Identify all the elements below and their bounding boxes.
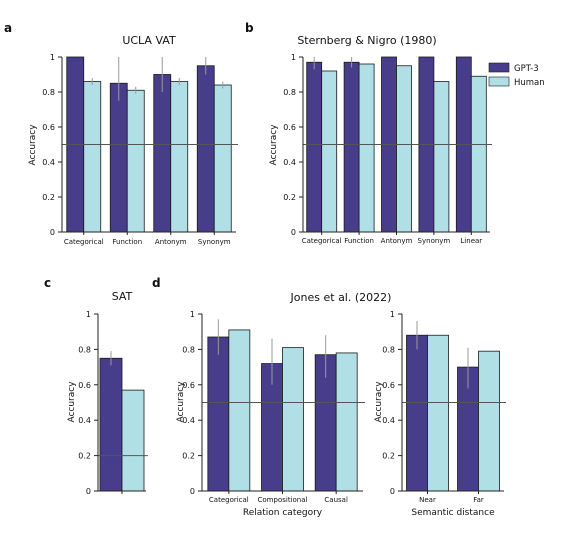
y-tick-label: 0 — [390, 487, 395, 496]
x-tick-label: Far — [473, 496, 484, 504]
y-tick-label: 1 — [190, 310, 195, 319]
chart-title: UCLA VAT — [122, 34, 176, 47]
x-tick-label: Categorical — [209, 496, 249, 504]
bar-gpt3-2 — [153, 74, 172, 233]
chart-title: SAT — [112, 290, 133, 303]
chart-panel-b: b Sternberg & Nigro (1980) 0 0.2 0.4 0.6 0.8 1 A… — [245, 21, 492, 245]
chart-title: Sternberg & Nigro (1980) — [297, 34, 436, 47]
bar-human-1 — [358, 63, 375, 233]
bar-human-0 — [228, 329, 251, 492]
y-tick-label: 0.2 — [42, 193, 55, 202]
bar-human-1 — [282, 347, 304, 492]
y-tick-label: 0.4 — [78, 416, 91, 425]
legend-label: Human — [514, 78, 545, 88]
y-tick-label: 1 — [291, 53, 296, 62]
bar-gpt3-0 — [306, 61, 323, 233]
bar-gpt3-1 — [343, 61, 360, 233]
bar-gpt3-1 — [109, 82, 128, 233]
bar-human-3 — [213, 84, 232, 233]
x-tick-label: Synonym — [198, 238, 231, 246]
bar-gpt3-0 — [99, 357, 123, 492]
chart-panel-d2: 0 0.2 0.4 0.6 0.8 1 Accuracy Near Far Semantic di… — [374, 310, 506, 518]
y-tick-label: 1 — [390, 310, 395, 319]
y-tick-label: 0 — [190, 487, 195, 496]
panels: a UCLA VAT 0 0.2 0.4 0.6 0.8 1 Accuracy Categoric… — [4, 21, 506, 518]
bar-gpt3-0 — [406, 334, 428, 492]
y-tick-label: 0.2 — [283, 193, 296, 202]
x-tick-label: Compositional — [258, 496, 308, 504]
y-tick-label: 0.6 — [182, 381, 195, 390]
y-tick-label: 0.8 — [78, 345, 91, 354]
y-tick-label: 0.8 — [382, 345, 395, 354]
y-tick-label: 0.2 — [382, 452, 395, 461]
y-tick-label: 0.6 — [382, 381, 395, 390]
bar-human-0 — [83, 81, 102, 233]
legend-label: GPT-3 — [514, 64, 539, 74]
bar-human-0 — [121, 389, 145, 492]
y-tick-label: 1 — [86, 310, 91, 319]
x-tick-label: Causal — [324, 496, 348, 504]
chart-title: Jones et al. (2022) — [290, 291, 392, 304]
y-axis-label: Accuracy — [269, 124, 279, 166]
y-axis-label: Accuracy — [374, 381, 384, 423]
y-tick-label: 0.8 — [283, 88, 296, 97]
x-tick-label: Near — [419, 496, 436, 504]
panel-label: a — [4, 21, 12, 35]
x-tick-label: Linear — [460, 237, 482, 245]
y-tick-label: 0.6 — [283, 123, 296, 132]
bar-gpt3-0 — [207, 336, 230, 492]
panel-label: b — [245, 21, 254, 35]
y-tick-label: 0.4 — [382, 416, 395, 425]
x-tick-label: Categorical — [302, 237, 342, 245]
y-tick-label: 0 — [86, 487, 91, 496]
y-tick-label: 0.6 — [78, 381, 91, 390]
y-tick-label: 0.4 — [182, 416, 195, 425]
bar-human-2 — [396, 65, 412, 233]
bar-human-0 — [427, 334, 449, 492]
panel-label: c — [44, 276, 51, 290]
y-axis-label: Accuracy — [67, 381, 77, 423]
bar-gpt3-3 — [196, 65, 215, 233]
bar-human-4 — [470, 75, 487, 233]
chart-panel-a: a UCLA VAT 0 0.2 0.4 0.6 0.8 1 Accuracy Categoric… — [4, 21, 238, 246]
x-tick-label: Categorical — [64, 238, 104, 246]
legend-swatch — [488, 62, 510, 73]
legend: GPT-3 Human — [488, 62, 545, 88]
x-tick-label: Antonym — [155, 238, 187, 246]
y-tick-label: 0.2 — [182, 452, 195, 461]
y-tick-label: 0.4 — [42, 158, 55, 167]
y-axis-label: Accuracy — [176, 381, 186, 423]
panel-label: d — [152, 276, 161, 290]
chart-panel-c: c SAT 0 0.2 0.4 0.6 0.8 1 Accuracy — [44, 276, 148, 496]
y-axis-label: Accuracy — [28, 124, 38, 166]
x-axis-label: Relation category — [243, 508, 323, 518]
y-tick-label: 1 — [50, 53, 55, 62]
y-tick-label: 0.2 — [78, 452, 91, 461]
y-tick-label: 0 — [291, 228, 296, 237]
bar-human-1 — [478, 350, 500, 492]
y-tick-label: 0.8 — [42, 88, 55, 97]
bar-human-3 — [433, 81, 450, 233]
x-tick-label: Antonym — [381, 237, 413, 245]
legend-swatch — [488, 76, 510, 87]
bar-human-2 — [170, 81, 189, 233]
bar-human-1 — [126, 89, 145, 233]
y-tick-label: 0.6 — [42, 123, 55, 132]
x-tick-label: Synonym — [418, 237, 451, 245]
bar-human-2 — [335, 352, 358, 492]
x-tick-label: Function — [344, 237, 374, 245]
bar-human-0 — [321, 70, 338, 233]
x-tick-label: Function — [112, 238, 142, 246]
x-axis-label: Semantic distance — [411, 508, 495, 518]
chart-panel-d: d Jones et al. (2022) 0 0.2 0.4 0.6 0.8 1 Accura… — [152, 276, 391, 518]
y-tick-label: 0.8 — [182, 345, 195, 354]
y-tick-label: 0.4 — [283, 158, 296, 167]
y-tick-label: 0 — [50, 228, 55, 237]
